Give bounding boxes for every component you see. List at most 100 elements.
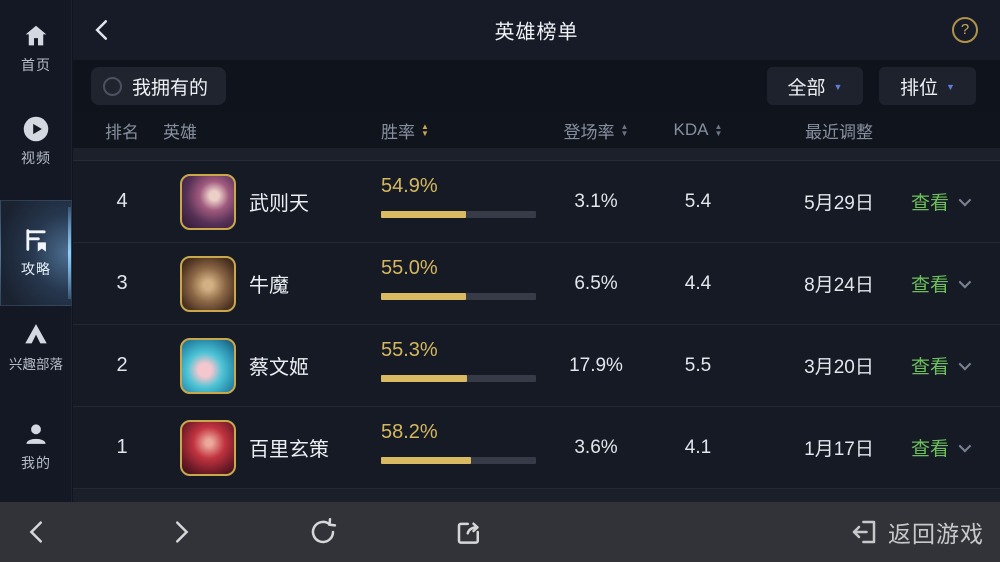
sidebar: 首页 视频 攻略 兴趣部落 — [0, 0, 72, 502]
return-to-game-label: 返回游戏 — [888, 521, 984, 547]
owned-filter-label: 我拥有的 — [132, 77, 209, 99]
view-link-label: 查看 — [911, 193, 950, 214]
chevron-down-icon: ▼ — [833, 82, 843, 92]
partial-row-bottom — [73, 489, 1000, 502]
win-rate-bar — [381, 293, 536, 300]
sort-icon: ▲ ▼ — [714, 122, 723, 138]
kda-value: 5.5 — [684, 354, 712, 376]
tent-icon — [22, 320, 50, 348]
column-header-pickrate-label: 登场率 — [563, 122, 615, 142]
view-link-label: 查看 — [911, 439, 950, 460]
hero-avatar[interactable] — [180, 256, 236, 312]
sidebar-item-tribe[interactable]: 兴趣部落 — [0, 320, 72, 373]
category-dropdown-value: 全部 — [787, 77, 826, 99]
chevron-down-icon — [958, 439, 972, 453]
guide-doc-icon — [22, 226, 50, 254]
sidebar-item-video[interactable]: 视频 — [0, 115, 72, 168]
sort-icon: ▲ ▼ — [620, 122, 629, 138]
sidebar-item-me[interactable]: 我的 — [0, 420, 72, 473]
refresh-icon[interactable] — [308, 517, 338, 547]
column-header-kda[interactable]: KDA ▲ ▼ — [658, 112, 738, 148]
nav-back-icon[interactable] — [22, 517, 52, 547]
sidebar-item-home[interactable]: 首页 — [0, 22, 72, 75]
kda-value: 4.1 — [684, 436, 712, 458]
share-icon[interactable] — [454, 517, 484, 547]
mode-dropdown-value: 排位 — [900, 77, 939, 99]
table-row: 4 武则天 54.9% 3.1% 5.4 5月29日 查看 — [73, 161, 1000, 243]
view-link[interactable]: 查看 — [911, 161, 972, 242]
hero-avatar[interactable] — [180, 338, 236, 394]
table-row: 3 牛魔 55.0% 6.5% 4.4 8月24日 查看 — [73, 243, 1000, 325]
return-to-game-button[interactable]: 返回游戏 — [849, 502, 984, 562]
column-header-rank: 排名 — [105, 122, 139, 142]
column-header-kda-label: KDA — [673, 120, 709, 139]
rank-value: 1 — [116, 436, 128, 458]
radio-circle-icon — [103, 76, 122, 96]
sidebar-item-label: 我的 — [21, 455, 51, 471]
nav-forward-icon[interactable] — [166, 517, 196, 547]
user-icon — [22, 420, 50, 448]
partial-row-top — [73, 148, 1000, 161]
kda-value: 4.4 — [684, 272, 712, 294]
adjusted-date: 1月17日 — [804, 439, 874, 460]
home-icon — [22, 22, 50, 50]
bottom-toolbar: 返回游戏 — [0, 502, 1000, 562]
kda-value: 5.4 — [684, 190, 712, 212]
win-rate-cell: 55.0% — [381, 243, 541, 324]
win-rate-bar — [381, 375, 536, 382]
rank-value: 2 — [116, 354, 128, 376]
view-link[interactable]: 查看 — [911, 243, 972, 324]
hero-name: 牛魔 — [249, 275, 289, 297]
filter-row: 我拥有的 全部 ▼ 排位 ▼ — [73, 60, 1000, 112]
win-rate-bar — [381, 457, 536, 464]
win-rate-cell: 54.9% — [381, 161, 541, 242]
column-header-pickrate[interactable]: 登场率 ▲ ▼ — [531, 112, 661, 148]
view-link-label: 查看 — [911, 357, 950, 378]
back-icon[interactable] — [89, 17, 115, 43]
category-dropdown[interactable]: 全部 ▼ — [767, 67, 863, 105]
help-icon[interactable]: ? — [952, 17, 978, 43]
table-header: 排名 英雄 胜率 ▲ ▼ 登场率 ▲ ▼ KDA ▲ ▼ 最近调整 — [73, 112, 1000, 148]
pick-rate-value: 3.1% — [574, 190, 618, 212]
chevron-down-icon — [958, 275, 972, 289]
sidebar-item-label: 视频 — [21, 150, 51, 166]
sidebar-item-guide-active[interactable]: 攻略 — [0, 200, 72, 306]
win-rate-bar — [381, 211, 536, 218]
rank-value: 4 — [116, 190, 128, 212]
owned-filter-toggle[interactable]: 我拥有的 — [91, 67, 227, 105]
chevron-down-icon: ▼ — [946, 82, 955, 92]
hero-list: 4 武则天 54.9% 3.1% 5.4 5月29日 查看 3 牛魔 — [73, 161, 1000, 489]
sidebar-item-label: 攻略 — [21, 261, 51, 277]
view-link[interactable]: 查看 — [911, 407, 972, 488]
rank-value: 3 — [116, 272, 128, 294]
table-row: 1 百里玄策 58.2% 3.6% 4.1 1月17日 查看 — [73, 407, 1000, 489]
hero-avatar[interactable] — [180, 420, 236, 476]
pick-rate-value: 3.6% — [574, 436, 618, 458]
page-title: 英雄榜单 — [494, 21, 579, 44]
play-icon — [22, 115, 50, 143]
table-row: 2 蔡文姬 55.3% 17.9% 5.5 3月20日 查看 — [73, 325, 1000, 407]
pick-rate-value: 17.9% — [569, 354, 623, 376]
exit-icon — [849, 517, 879, 547]
sort-icon-active: ▲ ▼ — [421, 122, 429, 138]
column-header-hero: 英雄 — [163, 122, 197, 142]
page-header: 英雄榜单 ? — [73, 0, 1000, 60]
win-rate-value: 55.3% — [381, 339, 438, 361]
view-link[interactable]: 查看 — [911, 325, 972, 406]
adjusted-date: 8月24日 — [804, 275, 874, 296]
view-link-label: 查看 — [911, 275, 950, 296]
mode-dropdown[interactable]: 排位 ▼ — [879, 67, 976, 105]
win-rate-cell: 58.2% — [381, 407, 541, 488]
win-rate-value: 55.0% — [381, 257, 438, 279]
adjusted-date: 3月20日 — [804, 357, 874, 378]
sidebar-item-label: 首页 — [21, 57, 51, 73]
sidebar-item-label: 兴趣部落 — [9, 357, 63, 372]
hero-avatar[interactable] — [180, 174, 236, 230]
column-header-winrate[interactable]: 胜率 ▲ ▼ — [381, 112, 429, 148]
column-header-winrate-label: 胜率 — [381, 122, 415, 142]
hero-name: 蔡文姬 — [249, 357, 309, 379]
hero-name: 武则天 — [249, 193, 309, 215]
win-rate-value: 54.9% — [381, 175, 438, 197]
main-panel: 英雄榜单 ? 我拥有的 全部 ▼ 排位 ▼ 排名 英雄 胜率 ▲ ▼ — [73, 0, 1000, 502]
